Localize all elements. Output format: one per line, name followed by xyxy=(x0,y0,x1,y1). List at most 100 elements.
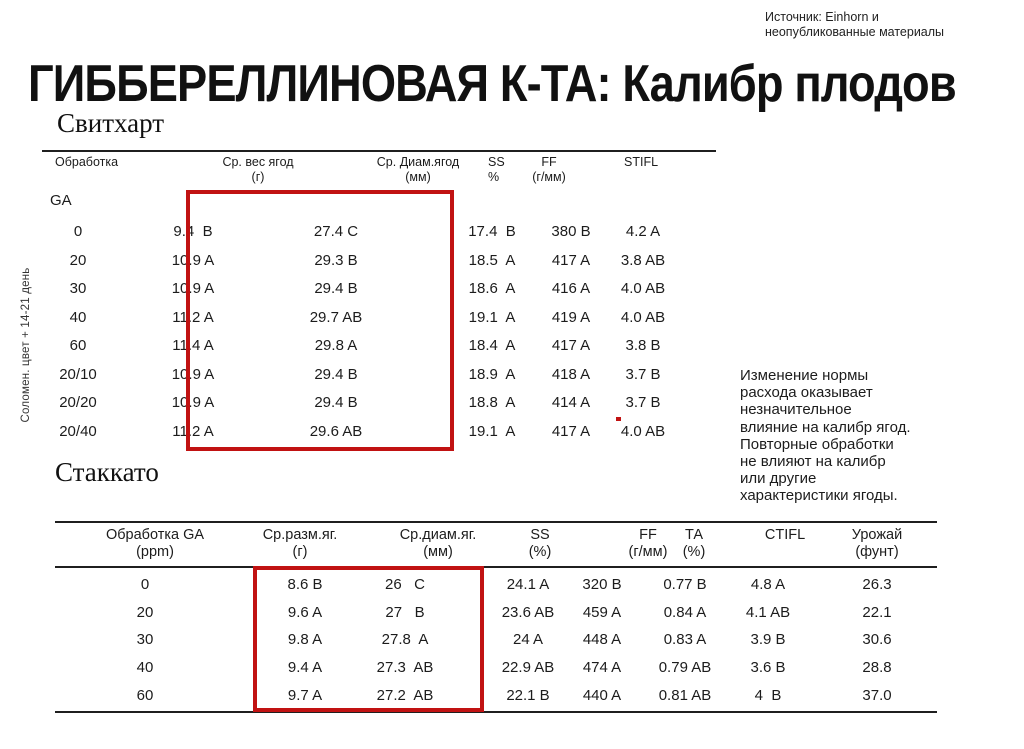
table-cell: 3.6 B xyxy=(750,659,786,676)
table-cell: 3.7 B xyxy=(625,394,661,411)
table-cell: 414 A xyxy=(551,394,591,411)
table-cell: 0.84 A xyxy=(663,604,707,621)
source-note-line: Источник: Einhorn и xyxy=(765,10,879,24)
column-header-name: Ср. вес ягод xyxy=(222,155,294,169)
table-cell: 18.9 A xyxy=(468,366,516,383)
table-cell: 448 A xyxy=(582,631,622,648)
column-header-unit: (г/мм) xyxy=(628,544,668,560)
table-cell: 17.4 B xyxy=(468,223,516,240)
table-rule xyxy=(55,566,937,568)
table-cell: 18.6 A xyxy=(468,280,516,297)
highlight-box-sweetheart xyxy=(186,190,454,451)
column-header-name: STIFL xyxy=(624,155,659,169)
table-cell: 9.7 A xyxy=(287,687,323,704)
table-cell: 417 A xyxy=(551,423,591,440)
annotation-line: характеристики ягоды. xyxy=(740,487,898,505)
table-cell: 4.8 A xyxy=(750,576,786,593)
side-label: Соломен. цвет + 14-21 день xyxy=(20,267,32,423)
table-cell: 24 A xyxy=(512,631,544,648)
highlight-box-staccato xyxy=(253,566,484,712)
table-cell: 27.2 AB xyxy=(376,687,434,704)
table-cell: 0.77 B xyxy=(663,576,707,593)
table-cell: 40 xyxy=(136,659,154,676)
table-cell: 19.1 A xyxy=(468,423,516,440)
table-cell: 418 A xyxy=(551,366,591,383)
page-title: ГИББЕРЕЛЛИНОВАЯ К-ТА: Калибр плодов xyxy=(28,55,957,113)
column-header: CTIFL xyxy=(705,527,865,544)
table-cell: 419 A xyxy=(551,309,591,326)
column-header-unit: (ppm) xyxy=(136,544,174,560)
table-cell: 18.4 A xyxy=(468,337,516,354)
column-header-unit: (мм) xyxy=(423,544,453,560)
table-cell: 3.8 B xyxy=(625,337,661,354)
table-cell: 26.3 xyxy=(862,576,892,593)
annotation-line: незначительное xyxy=(740,401,852,419)
table-cell: 22.1 B xyxy=(506,687,550,704)
column-header-unit: (г) xyxy=(292,544,308,560)
table-cell: 24.1 A xyxy=(506,576,550,593)
column-header-name: FF xyxy=(541,155,557,169)
table-cell: 4.1 AB xyxy=(745,604,791,621)
table-cell: 60 xyxy=(69,337,87,354)
table-cell: 27 B xyxy=(385,604,425,621)
table-cell: 380 B xyxy=(551,223,591,240)
group-label: GA xyxy=(50,192,72,209)
table-cell: 29.7 AB xyxy=(309,309,363,326)
column-header-name: Обработка GA xyxy=(105,527,205,543)
table-cell: 29.3 B xyxy=(314,252,358,269)
table-rule xyxy=(55,711,937,713)
column-header-name: ТА xyxy=(684,527,704,543)
column-header-name: SS xyxy=(530,527,550,543)
annotation-line: или другие xyxy=(740,470,817,488)
column-header-unit: (г/мм) xyxy=(532,170,566,184)
column-header: Ср. Диам.ягод (мм) xyxy=(338,155,498,185)
column-header: Ср. вес ягод (г) xyxy=(178,155,338,185)
source-note: Источник: Einhorn и неопубликованные мат… xyxy=(765,10,944,40)
column-header-name: Урожай xyxy=(851,527,903,543)
table-cell: 4 B xyxy=(754,687,782,704)
table-cell: 4.0 AB xyxy=(620,423,666,440)
table-cell: 27.3 AB xyxy=(376,659,434,676)
table-cell: 37.0 xyxy=(862,687,892,704)
table-cell: 8.6 B xyxy=(287,576,323,593)
table-cell: 19.1 A xyxy=(468,309,516,326)
table-cell: 0.79 AB xyxy=(658,659,712,676)
column-header-unit: (%) xyxy=(682,544,706,560)
table-cell: 23.6 AB xyxy=(501,604,555,621)
column-header-name: FF xyxy=(639,527,657,543)
table-cell: 30 xyxy=(136,631,154,648)
table-cell: 20 xyxy=(136,604,154,621)
column-header: Урожай (фунт) xyxy=(797,527,957,561)
table-cell: 20/40 xyxy=(59,423,97,440)
column-header: SS% xyxy=(488,155,505,185)
source-note-line: неопубликованные материалы xyxy=(765,25,945,39)
table-cell: 3.9 B xyxy=(750,631,786,648)
annotation-line: не влияют на калибр xyxy=(740,453,886,471)
table-cell: 3.7 B xyxy=(625,366,661,383)
table-cell: 20/10 xyxy=(59,366,97,383)
column-header-name: Ср. Диам.ягод xyxy=(376,155,460,169)
table-cell: 9.6 A xyxy=(287,604,323,621)
column-header-unit: % xyxy=(488,170,500,184)
table-cell: 459 A xyxy=(582,604,622,621)
table-cell: 320 B xyxy=(582,576,622,593)
column-header-name: SS xyxy=(488,155,505,169)
table-cell: 417 A xyxy=(551,337,591,354)
table-cell: 27.4 C xyxy=(313,223,359,240)
column-header: Ср.разм.яг. (г) xyxy=(220,527,380,561)
table-cell: 4.2 A xyxy=(625,223,661,240)
table-cell: 29.6 AB xyxy=(309,423,363,440)
table-cell: 20/20 xyxy=(59,394,97,411)
table-cell: 30 xyxy=(69,280,87,297)
table-rule xyxy=(42,150,716,152)
column-header: ТА (%) xyxy=(614,527,774,561)
table-cell: 0.81 AB xyxy=(658,687,712,704)
column-header: SS (%) xyxy=(460,527,620,561)
column-header-name: CTIFL xyxy=(764,527,806,543)
table-cell: 29.4 B xyxy=(314,366,358,383)
table-rule xyxy=(55,521,937,523)
table-cell: 29.4 B xyxy=(314,280,358,297)
staccato-section-label: Стаккато xyxy=(55,457,159,487)
annotation-line: Изменение нормы xyxy=(740,367,869,384)
table-cell: 0 xyxy=(140,576,150,593)
